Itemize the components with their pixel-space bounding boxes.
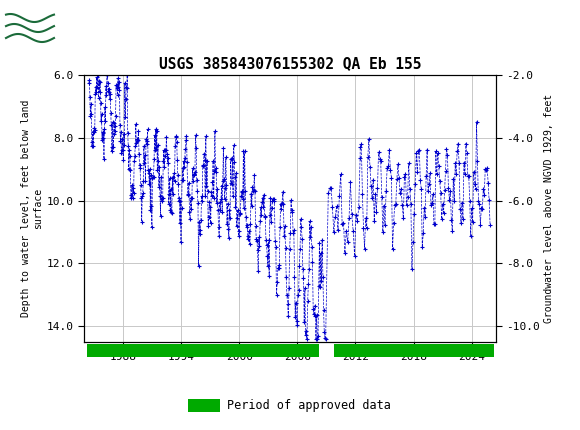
Text: USGS: USGS: [62, 16, 117, 34]
Bar: [334, 344, 494, 357]
Bar: [188, 399, 220, 412]
Title: USGS 385843076155302 QA Eb 155: USGS 385843076155302 QA Eb 155: [159, 56, 421, 71]
Bar: [4, 4, 56, 46]
Bar: [87, 344, 318, 357]
Y-axis label: Depth to water level, feet below land
surface: Depth to water level, feet below land su…: [21, 100, 42, 317]
Y-axis label: Groundwater level above NGVD 1929, feet: Groundwater level above NGVD 1929, feet: [544, 94, 554, 323]
Text: Period of approved data: Period of approved data: [227, 399, 392, 412]
